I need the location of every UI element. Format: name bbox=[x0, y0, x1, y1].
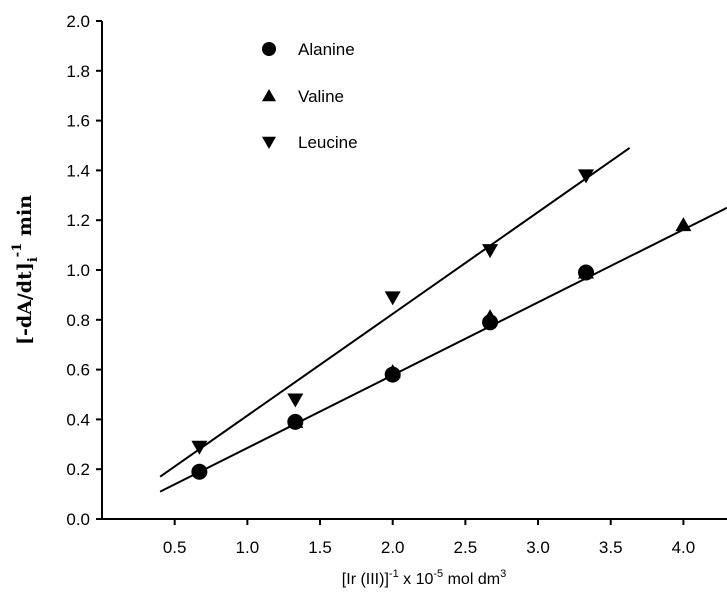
x-tick-label: 0.5 bbox=[163, 538, 187, 557]
point-valine bbox=[482, 309, 499, 324]
y-tick-label: 0.6 bbox=[66, 361, 90, 380]
x-tick-label: 2.0 bbox=[381, 538, 405, 557]
point-leucine bbox=[482, 244, 499, 259]
legend-label-valine: Valine bbox=[298, 87, 344, 106]
legend-marker-valine bbox=[262, 89, 276, 102]
y-tick-label: 1.2 bbox=[66, 211, 90, 230]
x-tick-label: 1.5 bbox=[308, 538, 332, 557]
y-tick-label: 0.0 bbox=[66, 510, 90, 529]
x-tick-label: 2.5 bbox=[454, 538, 478, 557]
x-tick-label: 1.0 bbox=[236, 538, 260, 557]
legend-label-leucine: Leucine bbox=[298, 133, 358, 152]
y-axis-title: [-dA/dt]i-1 min bbox=[10, 195, 41, 345]
point-leucine bbox=[287, 393, 304, 408]
y-tick-label: 0.4 bbox=[66, 410, 90, 429]
x-axis-title: [Ir (III)]-1 x 10-5 mol dm3 bbox=[342, 568, 506, 588]
x-tick-label: 3.5 bbox=[599, 538, 623, 557]
point-valine bbox=[287, 413, 304, 428]
point-leucine bbox=[384, 291, 401, 306]
y-tick-label: 0.8 bbox=[66, 311, 90, 330]
y-tick-label: 1.0 bbox=[66, 261, 90, 280]
legend-marker-leucine bbox=[262, 136, 276, 149]
point-leucine bbox=[191, 440, 208, 455]
y-tick-label: 1.6 bbox=[66, 112, 90, 131]
y-tick-label: 2.0 bbox=[66, 12, 90, 31]
fit-lines bbox=[159, 147, 727, 493]
point-leucine bbox=[578, 169, 595, 184]
data-markers bbox=[191, 169, 692, 480]
point-alanine bbox=[191, 463, 208, 480]
legend-label-alanine: Alanine bbox=[298, 40, 355, 59]
point-valine bbox=[384, 364, 401, 379]
point-valine bbox=[578, 264, 595, 279]
x-tick-label: 4.0 bbox=[672, 538, 696, 557]
axes: 0.0 0.2 0.4 0.6 0.8 1.0 1.2 1.4 1.6 1.8 2.0 0.5 1.0 1… bbox=[66, 12, 727, 557]
legend-marker-alanine bbox=[262, 42, 276, 56]
x-tick-label: 3.0 bbox=[526, 538, 550, 557]
y-tick-label: 1.8 bbox=[66, 62, 90, 81]
y-tick-label: 0.2 bbox=[66, 460, 90, 479]
point-valine bbox=[675, 217, 692, 232]
fit-line bbox=[159, 206, 727, 493]
y-tick-label: 1.4 bbox=[66, 161, 90, 180]
fit-line bbox=[159, 147, 631, 478]
legend: Alanine Valine Leucine bbox=[262, 40, 358, 152]
